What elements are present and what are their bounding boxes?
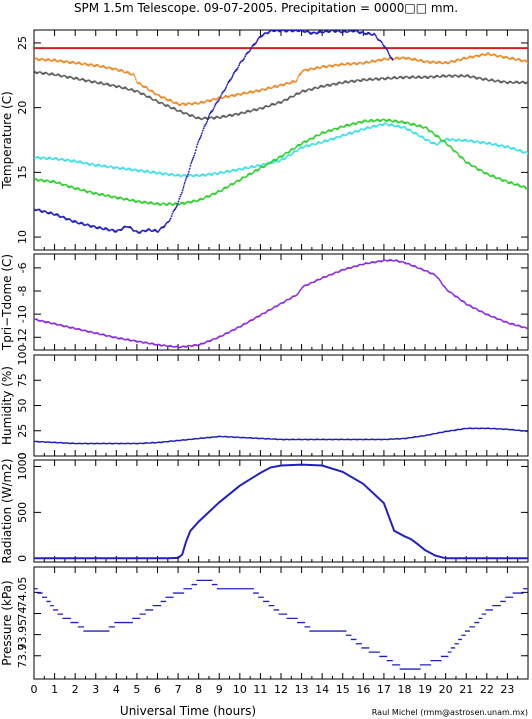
tpri-tdome-y-tick-label: -12 (16, 328, 29, 346)
x-tick-label: 1 (51, 683, 58, 696)
humidity-y-axis-label: Humidity (%) (0, 366, 14, 445)
tpri-tdome-series-points (34, 259, 528, 349)
radiation-y-tick-label: 500 (16, 502, 29, 523)
temperature-y-tick-label: 25 (16, 36, 29, 50)
x-tick-label: 17 (377, 683, 391, 696)
x-tick-label: 11 (253, 683, 267, 696)
x-axis-label: Universal Time (hours) (120, 704, 256, 718)
temperature-y-tick-label: 10 (16, 230, 29, 244)
x-tick-label: 13 (295, 683, 309, 696)
humidity-y-tick-label: 75 (16, 373, 29, 387)
x-tick-label: 4 (113, 683, 120, 696)
pressure-y-tick-label: 74 (16, 606, 29, 620)
radiation-series-line (34, 463, 528, 560)
temperature-data (34, 30, 528, 234)
x-tick-label: 21 (459, 683, 473, 696)
tpri-tdome-y-tick-label: -10 (16, 305, 29, 323)
x-tick-label: 12 (274, 683, 288, 696)
humidity-y-tick-label: 0 (16, 453, 29, 460)
x-tick-label: 22 (480, 683, 494, 696)
temperature-y-tick-label: 15 (16, 165, 29, 179)
pressure-y-tick-label: 73.95 (16, 619, 29, 651)
temperature-y-axis-label: Temperature (C) (0, 91, 14, 190)
x-tick-label: 6 (154, 683, 161, 696)
humidity-data (34, 427, 528, 445)
tpri-tdome-y-tick-label: -6 (16, 262, 29, 273)
x-tick-label: 7 (175, 683, 182, 696)
humidity-y-tick-label: 100 (16, 345, 29, 366)
temperature-y-tick-label: 20 (16, 101, 29, 115)
x-tick-label: 19 (418, 683, 432, 696)
figure-title: SPM 1.5m Telescope. 09-07-2005. Precipit… (74, 1, 458, 15)
x-tick-label: 18 (398, 683, 412, 696)
tpri-tdome-y-axis-label: Tpri−Tdome (C) (0, 254, 14, 351)
x-tick-label: 8 (195, 683, 202, 696)
x-tick-label: 16 (356, 683, 370, 696)
x-tick-label: 3 (92, 683, 99, 696)
x-tick-label: 0 (31, 683, 38, 696)
radiation-y-axis-label: Radiation (W/m2) (0, 458, 14, 563)
x-tick-label: 10 (233, 683, 247, 696)
x-tick-label: 9 (216, 683, 223, 696)
tpri-tdome-y-tick-label: -8 (16, 286, 29, 297)
humidity-y-tick-label: 25 (16, 424, 29, 438)
pressure-y-axis-label: Pressure (kPa) (0, 580, 14, 665)
x-tick-label: 20 (439, 683, 453, 696)
x-tick-label: 15 (336, 683, 350, 696)
radiation-y-tick-label: 0 (16, 555, 29, 562)
pressure-y-tick-label: 74.05 (16, 577, 29, 609)
radiation-y-tick-label: 1000 (16, 452, 29, 480)
pressure-y-tick-label: 73.9 (16, 644, 29, 669)
radiation-data (34, 463, 528, 560)
x-tick-label: 5 (133, 683, 140, 696)
author-credit: Raul Michel (rmm@astrosen.unam.mx) (372, 708, 528, 717)
temperature-panel: 10 15 20 25 Temperature (C) (0, 29, 529, 251)
x-tick-label: 2 (72, 683, 79, 696)
humidity-y-tick-label: 50 (16, 399, 29, 413)
humidity-series-points (34, 427, 528, 445)
x-tick-label: 23 (500, 683, 514, 696)
tpri-tdome-data (34, 259, 528, 349)
x-tick-label: 14 (315, 683, 329, 696)
